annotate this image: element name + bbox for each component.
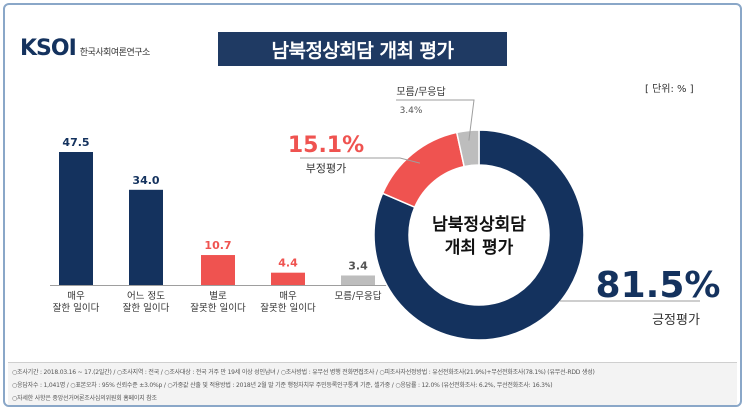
bar-value-label-5: 3.4	[348, 259, 368, 272]
footer-line-3: ○자세한 사항은 중앙선거여론조사심의위원회 홈페이지 참조	[12, 395, 157, 402]
bar-2	[129, 189, 163, 285]
donut-value-label-negative: 15.1%	[288, 133, 364, 158]
bar-5	[341, 275, 375, 285]
bar-value-label-4: 4.4	[278, 257, 298, 270]
donut-center-text-2: 개최 평가	[445, 238, 514, 258]
logo-mark: KSOI	[20, 36, 77, 61]
bar-value-label-1: 47.5	[62, 136, 89, 149]
bar-category-label-5-1: 모름/무응답	[335, 290, 382, 302]
donut-category-label-unknown: 모름/무응답	[396, 86, 445, 98]
footer-line-1: ○조사기간 : 2018.03.16 ~ 17.(2일간) / ○조사지역 : …	[12, 369, 595, 376]
bar-category-label-3-1: 별로	[209, 291, 227, 302]
bar-4	[271, 272, 305, 285]
donut-leader-unknown	[396, 99, 475, 141]
donut-slice-2	[381, 131, 466, 209]
survey-footer: ○조사기간 : 2018.03.16 ~ 17.(2일간) / ○조사지역 : …	[8, 362, 737, 405]
bar-1	[59, 152, 93, 285]
bar-value-label-3: 10.7	[204, 239, 231, 252]
chart-frame	[3, 3, 742, 407]
bar-3	[201, 255, 235, 285]
bar-category-label-3-2: 잘못한 일이다	[190, 302, 246, 314]
donut-category-label-positive: 긍정평가	[652, 313, 700, 328]
donut-value-label-unknown: 3.4%	[400, 106, 423, 116]
bar-category-label-1-2: 잘한 일이다	[53, 302, 100, 314]
donut-value-label-positive: 81.5%	[596, 265, 721, 306]
bar-category-label-2-1: 어느 정도	[127, 291, 165, 302]
chart-title: 남북정상회담 개최 평가	[218, 32, 507, 66]
donut-category-label-negative: 부정평가	[306, 162, 346, 175]
ksoi-logo: KSOI 한국사회여론연구소	[20, 36, 150, 61]
donut-slice-3	[455, 129, 480, 168]
bar-category-label-1-1: 매우	[67, 291, 85, 302]
footer-line-2: ○응답자수 : 1,041명 / ○표본오차 : 95% 신뢰수준 ±3.0%p…	[12, 382, 553, 389]
donut-leader-negative	[300, 157, 421, 164]
bar-category-label-2-2: 잘한 일이다	[123, 302, 170, 314]
unit-label: [ 단위: % ]	[645, 84, 694, 95]
bar-category-label-4-2: 잘못한 일이다	[260, 302, 316, 314]
bar-category-label-4-1: 매우	[279, 291, 297, 302]
donut-slice-1	[373, 129, 585, 341]
logo-name: 한국사회여론연구소	[79, 48, 151, 58]
bar-value-label-2: 34.0	[132, 174, 159, 187]
donut-center-text-1: 남북정상회담	[432, 215, 526, 235]
